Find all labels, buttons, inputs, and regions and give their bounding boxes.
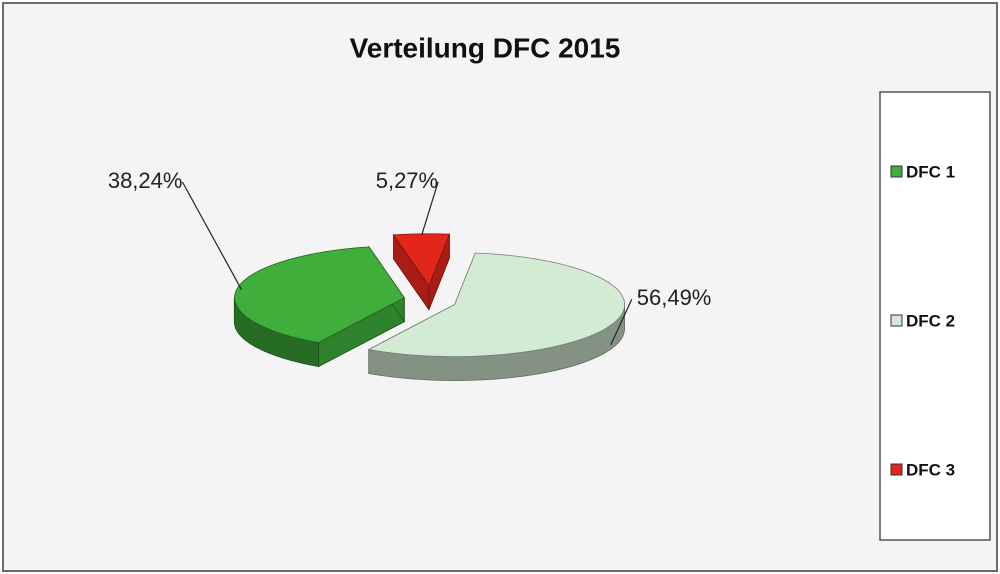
data-label: 38,24%: [108, 168, 183, 193]
pie-slice: [234, 246, 405, 344]
leader-line: [421, 181, 439, 236]
leader-line: [181, 181, 243, 290]
legend-label: DFC 2: [906, 311, 955, 330]
leader-line: [610, 298, 633, 345]
pie-slice: [367, 252, 626, 358]
data-label: 56,49%: [637, 285, 712, 310]
chart-title: Verteilung DFC 2015: [350, 32, 621, 63]
legend-swatch: [890, 314, 903, 327]
data-label: 5,27%: [376, 168, 438, 193]
legend-swatch: [890, 463, 903, 476]
legend-label: DFC 3: [906, 460, 955, 479]
legend-swatch: [890, 165, 903, 178]
pie-slice: [392, 233, 451, 287]
legend-label: DFC 1: [906, 162, 955, 181]
